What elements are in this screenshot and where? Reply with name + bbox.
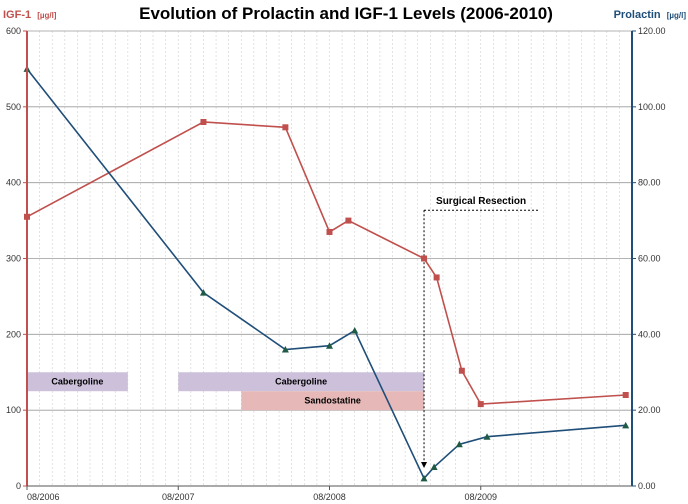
left-tick-label: 0 (16, 481, 21, 491)
right-tick-label: 40.00 (638, 329, 661, 339)
grid-layer (27, 30, 632, 486)
right-tick-label: 100.00 (638, 102, 666, 112)
series-point-prolactin (483, 433, 491, 440)
series-point-prolactin (281, 346, 289, 353)
annotation-arrowhead (421, 462, 428, 468)
treatment-bar (27, 372, 128, 392)
x-tick-label: 08/2006 (27, 492, 60, 502)
treatment-bar (241, 391, 425, 411)
left-tick-label: 500 (6, 102, 21, 112)
series-point-igf-1 (200, 119, 207, 125)
series-point-prolactin (455, 440, 463, 448)
series-point-igf-1 (458, 367, 465, 374)
right-tick-label: 0.00 (638, 481, 656, 491)
series-line-igf-1 (26, 121, 626, 405)
axis-layer: 0 100 200 300 400 500 600 0.00 20.00 40.00 60.00 80… (6, 26, 666, 502)
x-tick-label: 08/2007 (162, 492, 195, 502)
series-point-igf-1 (477, 401, 484, 408)
left-tick-label: 300 (6, 254, 21, 264)
left-axis-label: IGF-1 [µg/l] (3, 9, 57, 21)
series-point-prolactin (326, 342, 333, 349)
series-point-igf-1 (282, 124, 289, 131)
right-tick-label: 80.00 (638, 178, 661, 188)
series-point-igf-1 (345, 217, 352, 224)
left-tick-label: 200 (6, 329, 21, 339)
series-point-prolactin (430, 463, 438, 471)
series-point-prolactin (622, 421, 630, 429)
treatment-bar-label: Cabergoline (275, 377, 327, 387)
treatment-bar (178, 372, 425, 392)
series-point-prolactin (199, 289, 207, 296)
series-point-igf-1 (421, 255, 428, 262)
right-axis-label: Prolactin [µg/l] (614, 9, 687, 21)
series-point-igf-1 (433, 274, 440, 281)
series-point-prolactin (420, 474, 428, 482)
x-tick-label: 08/2009 (464, 492, 497, 502)
right-tick-label: 60.00 (638, 254, 661, 264)
series-line-prolactin (26, 68, 626, 480)
left-tick-label: 600 (6, 26, 21, 36)
treatment-bar-label: Cabergoline (51, 377, 103, 387)
treatment-bars: Cabergoline Cabergoline Sandostatine (27, 372, 425, 411)
chart-title: Evolution of Prolactin and IGF-1 Levels … (139, 4, 553, 23)
left-tick-label: 100 (6, 405, 21, 415)
annotation-text: Surgical Resection (436, 196, 526, 207)
right-tick-label: 120.00 (638, 26, 666, 36)
right-tick-label: 20.00 (638, 405, 661, 415)
series-point-igf-1 (622, 392, 629, 398)
left-tick-label: 400 (6, 178, 21, 188)
series-point-igf-1 (326, 228, 333, 235)
treatment-bar-label: Sandostatine (304, 396, 361, 406)
annotations: Surgical Resection (421, 196, 540, 468)
x-tick-label: 08/2008 (313, 492, 346, 502)
series-point-prolactin (351, 327, 359, 334)
